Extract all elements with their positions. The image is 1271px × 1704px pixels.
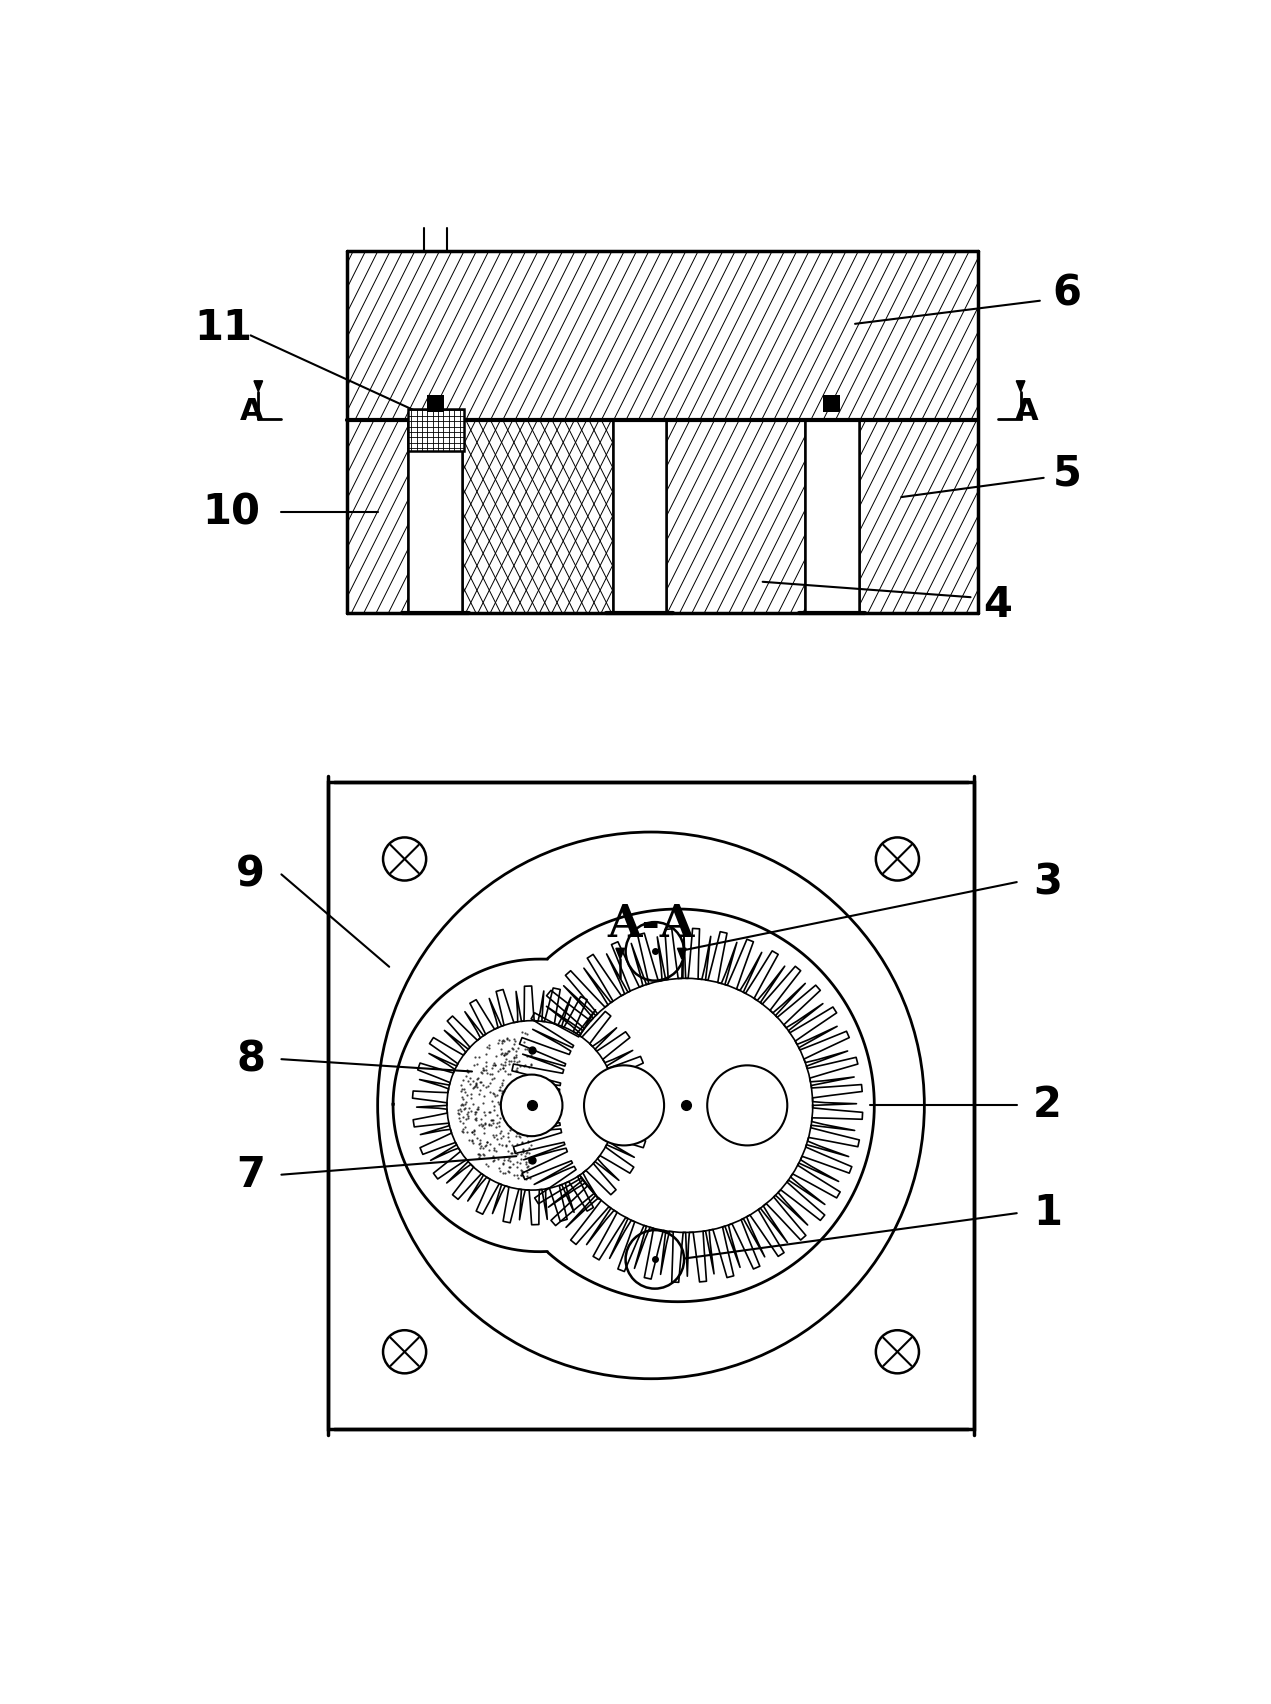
- Bar: [408, 421, 463, 612]
- Bar: [463, 421, 613, 612]
- Bar: [328, 782, 975, 1428]
- Text: 3: 3: [1033, 861, 1063, 903]
- Bar: [408, 409, 464, 452]
- Polygon shape: [1017, 380, 1024, 392]
- Bar: [427, 395, 444, 412]
- Circle shape: [377, 832, 924, 1379]
- Circle shape: [501, 1075, 563, 1137]
- Text: A-A: A-A: [608, 903, 695, 946]
- Circle shape: [876, 1331, 919, 1373]
- Circle shape: [447, 1021, 616, 1189]
- Bar: [347, 250, 979, 612]
- Text: 2: 2: [1033, 1084, 1063, 1126]
- Circle shape: [876, 837, 919, 881]
- Circle shape: [383, 837, 426, 881]
- Text: A: A: [1016, 397, 1038, 426]
- Circle shape: [625, 922, 684, 980]
- Text: 9: 9: [236, 854, 266, 895]
- Bar: [347, 421, 408, 612]
- Circle shape: [707, 1065, 787, 1145]
- Text: 11: 11: [194, 307, 253, 349]
- Text: 4: 4: [982, 584, 1012, 625]
- Text: 7: 7: [236, 1154, 266, 1196]
- Bar: [805, 421, 859, 612]
- Text: 5: 5: [1052, 453, 1082, 494]
- Bar: [666, 421, 805, 612]
- Polygon shape: [677, 949, 686, 959]
- Circle shape: [625, 1230, 684, 1288]
- Text: 8: 8: [236, 1038, 266, 1080]
- Circle shape: [583, 1065, 663, 1145]
- Bar: [347, 250, 979, 421]
- Polygon shape: [254, 380, 263, 392]
- Circle shape: [383, 1331, 426, 1373]
- Bar: [824, 395, 840, 412]
- Text: A: A: [240, 397, 264, 426]
- Text: 10: 10: [202, 491, 261, 533]
- Bar: [859, 421, 979, 612]
- Text: 1: 1: [1033, 1193, 1063, 1234]
- Polygon shape: [616, 949, 624, 959]
- Text: 6: 6: [1052, 273, 1082, 314]
- Bar: [613, 421, 666, 612]
- Circle shape: [558, 978, 812, 1232]
